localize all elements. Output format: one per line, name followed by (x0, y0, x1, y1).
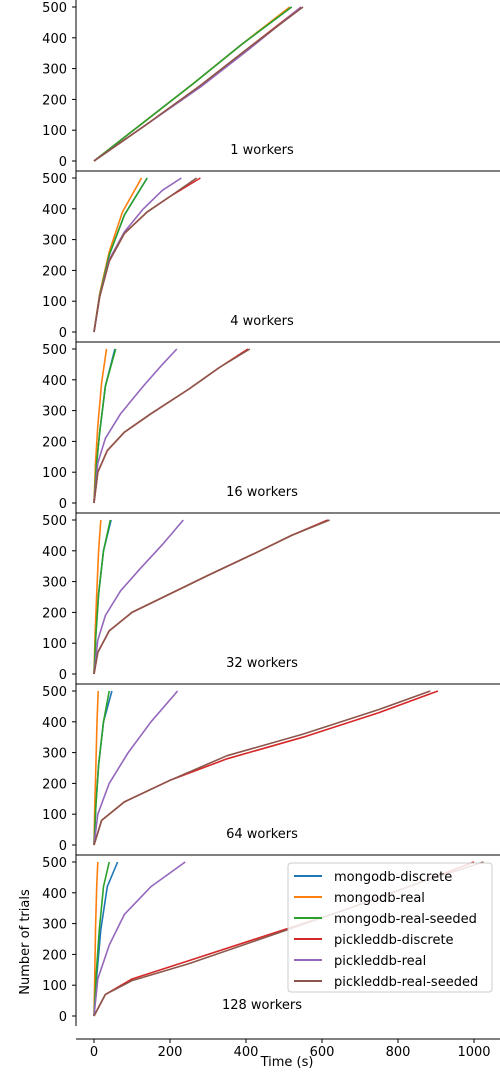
y-tick-label: 0 (59, 1010, 67, 1025)
x-tick-label: 0 (90, 1045, 98, 1060)
legend-box (287, 862, 493, 993)
series-line-mongodb-real (93, 861, 99, 1017)
x-axis-label: Time (s) (260, 1055, 314, 1070)
y-tick-label: 0 (59, 839, 67, 854)
x-tick-label: 600 (310, 1045, 335, 1060)
series-line-pickleddb-discrete (93, 6, 302, 162)
panel-label: 64 workers (226, 827, 298, 842)
series-line-pickleddb-real (93, 861, 186, 1017)
y-tick-label: 100 (42, 124, 67, 139)
y-tick-label: 500 (42, 343, 67, 358)
series-line-pickleddb-real-seeded (93, 6, 304, 162)
series-line-pickleddb-discrete (93, 519, 329, 675)
series-line-mongodb-real-seeded (93, 861, 110, 1017)
legend: mongodb-discrete mongodb-real mongodb-real… (287, 862, 493, 993)
series-line-mongodb-real-seeded (93, 177, 148, 333)
series-line-mongodb-real-seeded (93, 348, 117, 504)
legend-entry: pickleddb-real (334, 954, 426, 969)
legend-entry: mongodb-real-seeded (334, 912, 477, 927)
series-line-mongodb-real-seeded (93, 519, 112, 675)
y-tick-label: 500 (42, 172, 67, 187)
y-axis-label: Number of trials (18, 889, 33, 995)
y-tick-label: 100 (42, 295, 67, 310)
y-tick-label: 300 (42, 918, 67, 933)
y-tick-label: 400 (42, 203, 67, 218)
y-tick-label: 200 (42, 264, 67, 279)
y-tick-label: 0 (59, 155, 67, 170)
x-tick-label: 400 (234, 1045, 259, 1060)
y-tick-label: 0 (59, 497, 67, 512)
y-tick-label: 500 (42, 685, 67, 700)
y-tick-label: 300 (42, 234, 67, 249)
y-tick-label: 300 (42, 576, 67, 591)
x-tick-label: 800 (386, 1045, 411, 1060)
series-line-pickleddb-real (93, 177, 182, 333)
legend-entry: mongodb-real (334, 891, 425, 906)
series-line-mongodb-real-seeded (93, 690, 110, 846)
panel-3: 0 100 200 300 400 500 16 workers (42, 341, 500, 513)
y-tick-label: 400 (42, 545, 67, 560)
series-line-pickleddb-real (93, 690, 179, 846)
y-tick-label: 0 (59, 668, 67, 683)
y-tick-label: 0 (59, 326, 67, 341)
series-line-pickleddb-discrete (93, 690, 439, 846)
legend-entry: pickleddb-discrete (334, 933, 454, 948)
series-line-mongodb-discrete (93, 177, 148, 333)
chart-panels: 0 100 200 300 400 500 1 workers 0 100 200 300 400 50… (42, 0, 500, 1060)
series-line-pickleddb-real-seeded (93, 519, 330, 675)
y-tick-label: 100 (42, 637, 67, 652)
y-tick-label: 400 (42, 374, 67, 389)
legend-entry: mongodb-discrete (334, 870, 452, 885)
panel-label: 128 workers (222, 998, 302, 1013)
y-tick-label: 500 (42, 856, 67, 871)
y-tick-label: 500 (42, 514, 67, 529)
panel-label: 32 workers (226, 656, 298, 671)
x-axis: 0 200 400 600 800 1000 (76, 1038, 500, 1060)
series-line-pickleddb-real (93, 348, 178, 504)
panel-4: 0 100 200 300 400 500 32 workers (42, 512, 500, 684)
y-tick-label: 200 (42, 948, 67, 963)
panel-2: 0 100 200 300 400 500 4 workers (42, 170, 500, 342)
legend-entry: pickleddb-real-seeded (334, 975, 478, 990)
y-tick-label: 300 (42, 747, 67, 762)
y-tick-label: 200 (42, 606, 67, 621)
series-line-pickleddb-real (93, 519, 184, 675)
x-tick-label: 1000 (457, 1045, 490, 1060)
y-tick-label: 400 (42, 716, 67, 731)
panel-5: 0 100 200 300 400 500 64 workers (42, 683, 500, 855)
panel-label: 1 workers (230, 143, 294, 158)
series-line-mongodb-real-seeded (93, 6, 293, 162)
panel-label: 16 workers (226, 485, 298, 500)
y-tick-label: 100 (42, 808, 67, 823)
x-tick-label: 200 (158, 1045, 183, 1060)
series-line-pickleddb-real (93, 6, 302, 162)
series-line-pickleddb-real-seeded (93, 348, 251, 504)
y-tick-label: 200 (42, 93, 67, 108)
y-tick-label: 200 (42, 435, 67, 450)
panel-label: 4 workers (230, 314, 294, 329)
y-tick-label: 500 (42, 1, 67, 16)
series-line-pickleddb-real-seeded (93, 690, 431, 846)
y-tick-label: 300 (42, 405, 67, 420)
series-line-pickleddb-discrete (93, 348, 249, 504)
y-tick-label: 400 (42, 887, 67, 902)
y-tick-label: 100 (42, 979, 67, 994)
y-tick-label: 300 (42, 63, 67, 78)
panel-1: 0 100 200 300 400 500 1 workers (42, 0, 304, 171)
series-line-pickleddb-real-seeded (93, 177, 198, 333)
series-line-mongodb-real (93, 177, 143, 333)
y-tick-label: 200 (42, 777, 67, 792)
y-tick-label: 100 (42, 466, 67, 481)
y-tick-label: 400 (42, 32, 67, 47)
